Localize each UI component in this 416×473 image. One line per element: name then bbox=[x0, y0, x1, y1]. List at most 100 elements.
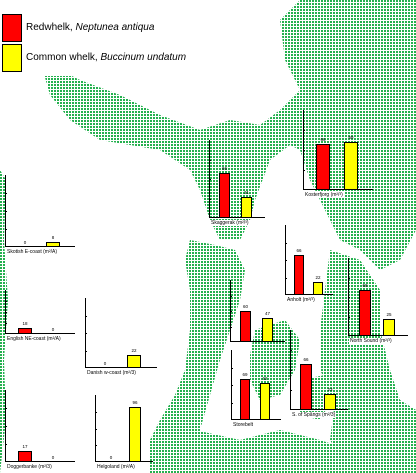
axis-tick bbox=[348, 278, 350, 279]
inset-axes bbox=[303, 110, 373, 190]
inset-chart-helgoland: 0 96 Helgoland (m²/A) bbox=[95, 395, 153, 470]
bar-red-whelk bbox=[240, 311, 251, 342]
axis-tick bbox=[5, 408, 7, 409]
bar-red-whelk bbox=[359, 290, 371, 336]
inset-chart-north-sound: 68 25 North Sound (m²/³) bbox=[348, 258, 408, 344]
inset-axes bbox=[95, 395, 153, 462]
inset-label: English NE-coast (m²/A) bbox=[6, 336, 62, 342]
axis-tick bbox=[231, 385, 233, 386]
inset-axes bbox=[5, 290, 75, 334]
bar-value-label: 0 bbox=[51, 327, 55, 332]
inset-chart-anholt: 66 22 Anholt (m²/³) bbox=[285, 225, 333, 303]
bar-value-label: 69 bbox=[242, 372, 248, 377]
inset-axes bbox=[5, 175, 75, 247]
axis-tick bbox=[85, 316, 87, 317]
bar-common-whelk bbox=[241, 197, 252, 218]
bar-common-whelk bbox=[260, 383, 270, 420]
bar-value-label: 22 bbox=[131, 348, 137, 353]
legend: Redwhelk, Neptunea antiqua Common whelk,… bbox=[0, 4, 248, 76]
axis-tick bbox=[209, 160, 211, 161]
bar-value-label: 96 bbox=[132, 400, 138, 405]
land-denmark bbox=[150, 240, 245, 473]
bar-value-label: 69 bbox=[348, 135, 354, 140]
bar-red-whelk bbox=[240, 379, 250, 420]
bar-value-label: 31 bbox=[243, 190, 249, 195]
legend-red-swatch bbox=[2, 14, 22, 42]
inset-chart-english-ne-coast: 18 0 English NE-coast (m²/A) bbox=[5, 290, 75, 342]
axis-tick bbox=[85, 333, 87, 334]
legend-yellow-label: Common whelk, Buccinum undatum bbox=[26, 52, 187, 63]
inset-axes bbox=[285, 225, 333, 295]
bar-red-whelk bbox=[219, 173, 230, 218]
axis-tick bbox=[5, 211, 7, 212]
bar-value-label: 23 bbox=[327, 387, 333, 392]
bar-value-label: 0 bbox=[103, 361, 107, 366]
axis-tick bbox=[5, 444, 7, 445]
bar-value-label: 47 bbox=[264, 311, 270, 316]
axis-tick bbox=[303, 170, 305, 171]
bar-common-whelk bbox=[262, 318, 273, 342]
axis-tick bbox=[95, 445, 97, 446]
axis-tick bbox=[231, 403, 233, 404]
legend-red-label: Redwhelk, Neptunea antiqua bbox=[26, 22, 155, 33]
bar-value-label: 66 bbox=[303, 357, 309, 362]
bar-value-label: 66 bbox=[221, 166, 227, 171]
bar-red-whelk bbox=[18, 328, 32, 334]
bar-value-label: 25 bbox=[386, 312, 392, 317]
axis-tick bbox=[5, 426, 7, 427]
axis-tick bbox=[230, 327, 232, 328]
inset-chart-great-belt: 66 23 S. of Spångs (m²/3) bbox=[290, 330, 348, 418]
bar-common-whelk bbox=[46, 242, 60, 247]
inset-label: Danish w-coast (m²/3) bbox=[86, 370, 137, 376]
bar-value-label: 0 bbox=[23, 240, 27, 245]
bar-value-label: 66 bbox=[320, 137, 326, 142]
inset-label: Anholt (m²/³) bbox=[286, 297, 316, 303]
axis-tick bbox=[5, 193, 7, 194]
inset-label: Kosterfjorg (m²/³) bbox=[304, 192, 344, 198]
axis-tick bbox=[230, 296, 232, 297]
axis-tick bbox=[285, 243, 287, 244]
inset-axes bbox=[290, 330, 348, 410]
inset-label: S. of Spångs (m²/3) bbox=[291, 412, 337, 418]
inset-axes bbox=[231, 350, 281, 420]
axis-tick bbox=[85, 351, 87, 352]
axis-tick bbox=[209, 199, 211, 200]
land-germany bbox=[195, 430, 370, 473]
inset-label: Skaggerak (m²/³) bbox=[210, 220, 250, 226]
inset-label: North Sound (m²/³) bbox=[349, 338, 393, 344]
bar-value-label: 0 bbox=[51, 455, 55, 460]
bar-value-label: 60 bbox=[242, 304, 248, 309]
inset-chart-fladen: 60 47 bbox=[230, 280, 285, 342]
axis-tick bbox=[230, 311, 232, 312]
legend-yellow-swatch bbox=[2, 44, 22, 72]
bar-value-label: 22 bbox=[315, 275, 321, 280]
inset-axes bbox=[348, 258, 408, 336]
inset-label: Storebelt bbox=[232, 422, 255, 428]
inset-axes bbox=[209, 140, 265, 218]
axis-tick bbox=[5, 312, 7, 313]
axis-tick bbox=[285, 278, 287, 279]
bar-common-whelk bbox=[129, 407, 141, 462]
land-scandinavia bbox=[40, 0, 416, 270]
bar-red-whelk bbox=[316, 144, 330, 190]
axis-tick bbox=[95, 429, 97, 430]
bar-common-whelk bbox=[313, 282, 323, 295]
bar-red-whelk bbox=[300, 364, 312, 410]
bar-common-whelk bbox=[344, 142, 358, 190]
axis-tick bbox=[5, 301, 7, 302]
land-uk bbox=[0, 170, 8, 473]
axis-tick bbox=[290, 370, 292, 371]
axis-tick bbox=[5, 323, 7, 324]
bar-value-label: 68 bbox=[362, 283, 368, 288]
axis-tick bbox=[348, 317, 350, 318]
axis-tick bbox=[285, 260, 287, 261]
bar-value-label: 62 bbox=[262, 376, 268, 381]
bar-value-label: 17 bbox=[22, 444, 28, 449]
axis-tick bbox=[348, 297, 350, 298]
inset-axes bbox=[85, 298, 157, 368]
inset-chart-kosterfjord: 66 69 Kosterfjorg (m²/³) bbox=[303, 110, 373, 198]
inset-chart-scottish-e-coast: 0 8 Skotish E-coast (m²/A) bbox=[5, 175, 75, 255]
axis-tick bbox=[303, 150, 305, 151]
axis-tick bbox=[5, 229, 7, 230]
